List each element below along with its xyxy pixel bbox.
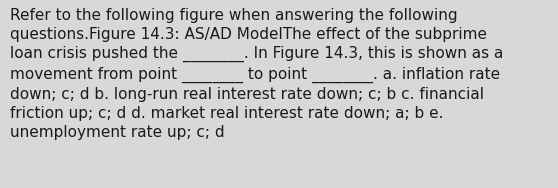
Text: Refer to the following figure when answering the following
questions.Figure 14.3: Refer to the following figure when answe…	[10, 8, 503, 140]
